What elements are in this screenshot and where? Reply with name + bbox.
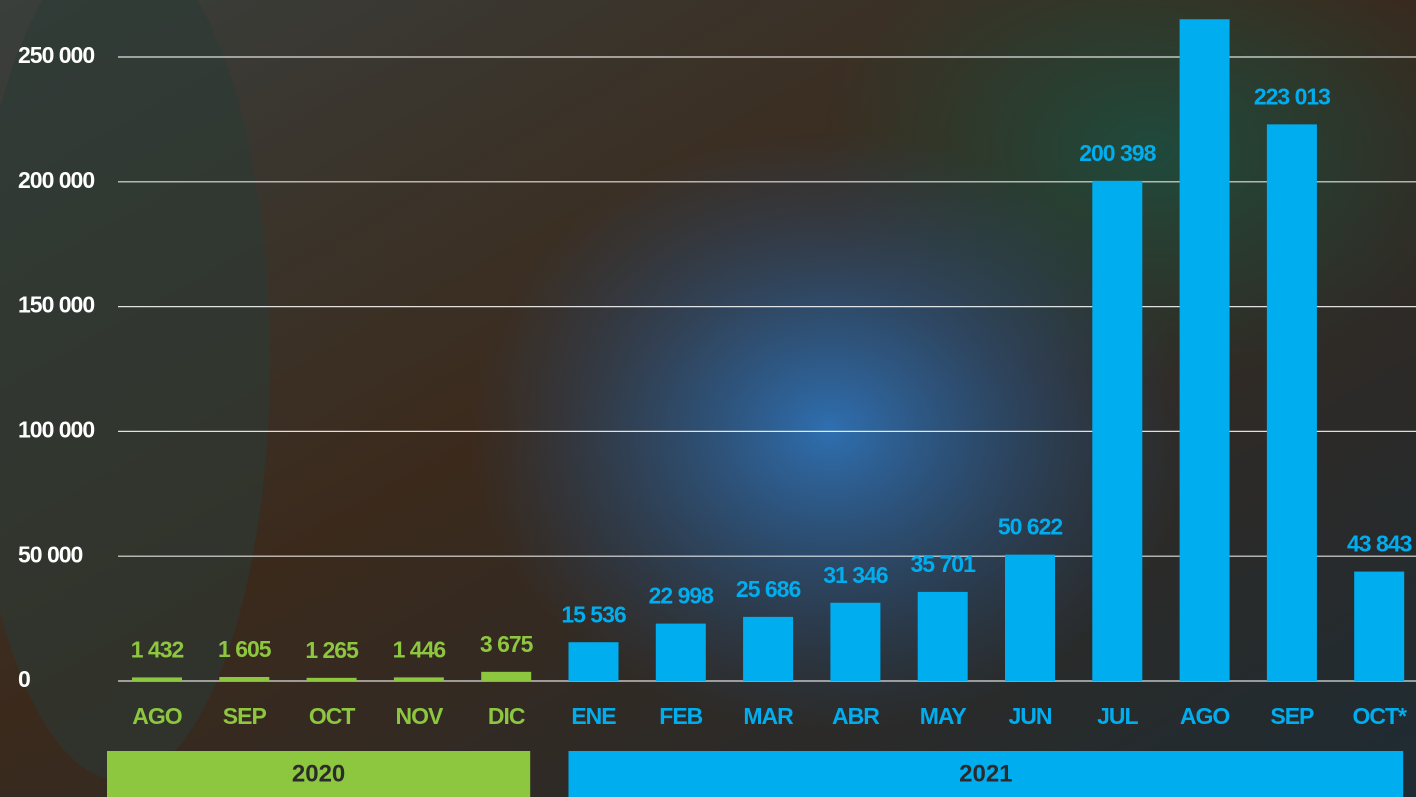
x-tick-label: FEB bbox=[659, 703, 702, 729]
y-tick-label: 150 000 bbox=[18, 292, 94, 318]
year-band bbox=[107, 751, 531, 797]
bar bbox=[655, 623, 706, 681]
value-label: 265 121 bbox=[1167, 0, 1244, 4]
bar bbox=[306, 677, 357, 681]
x-tick-label: MAR bbox=[743, 703, 794, 729]
x-tick-label: ABR bbox=[832, 703, 880, 729]
x-tick-label: SEP bbox=[223, 703, 267, 729]
x-tick-label: JUL bbox=[1097, 703, 1138, 729]
value-label: 1 446 bbox=[393, 636, 446, 662]
value-label: 15 536 bbox=[561, 601, 626, 627]
bar bbox=[219, 676, 270, 681]
value-label: 1 605 bbox=[218, 636, 272, 662]
y-tick-label: 0 bbox=[18, 666, 30, 692]
bar bbox=[568, 642, 619, 681]
value-label: 25 686 bbox=[736, 576, 801, 602]
value-label: 31 346 bbox=[823, 562, 888, 588]
bar bbox=[481, 671, 532, 681]
bar bbox=[1266, 124, 1317, 681]
legend-label: 2020 bbox=[292, 760, 345, 787]
x-tick-label: AGO bbox=[1180, 703, 1230, 729]
bar bbox=[830, 602, 881, 681]
bar bbox=[1179, 19, 1230, 681]
x-tick-label: ENE bbox=[571, 703, 616, 729]
value-label: 1 432 bbox=[131, 637, 184, 663]
value-label: 1 265 bbox=[305, 637, 359, 663]
x-tick-label: OCT bbox=[309, 703, 356, 729]
value-label: 35 701 bbox=[911, 551, 977, 577]
y-tick-label: 50 000 bbox=[18, 541, 83, 567]
value-label: 50 622 bbox=[998, 514, 1063, 540]
year-band bbox=[568, 751, 1404, 797]
x-tick-label: DIC bbox=[488, 703, 525, 729]
y-tick-label: 100 000 bbox=[18, 416, 94, 442]
bar bbox=[393, 677, 444, 681]
x-tick-label: NOV bbox=[395, 703, 444, 729]
background-shape bbox=[0, 0, 270, 780]
value-label: 3 675 bbox=[480, 631, 534, 657]
bar bbox=[1005, 554, 1055, 681]
value-label: 22 998 bbox=[649, 583, 715, 609]
value-label: 43 843 bbox=[1347, 531, 1412, 557]
x-tick-label: SEP bbox=[1270, 703, 1314, 729]
bar bbox=[132, 677, 182, 681]
x-tick-label: JUN bbox=[1008, 703, 1051, 729]
x-tick-label: AGO bbox=[132, 703, 182, 729]
bar bbox=[917, 591, 968, 681]
bar bbox=[743, 616, 794, 681]
x-tick-label: MAY bbox=[920, 703, 967, 729]
background-shape bbox=[470, 130, 1190, 730]
y-tick-label: 250 000 bbox=[18, 42, 94, 68]
bar bbox=[1092, 180, 1143, 682]
y-tick-label: 200 000 bbox=[18, 167, 94, 193]
bar bbox=[1354, 571, 1405, 681]
legend-label: 2021 bbox=[959, 760, 1012, 787]
x-tick-label: OCT* bbox=[1352, 703, 1407, 729]
value-label: 223 013 bbox=[1254, 83, 1330, 109]
value-label: 200 398 bbox=[1079, 140, 1156, 166]
